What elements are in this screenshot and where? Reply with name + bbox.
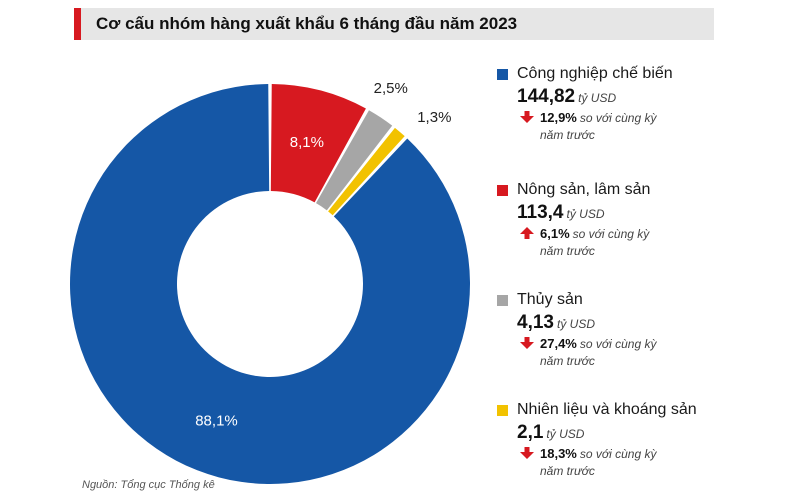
legend-name: Nhiên liệu và khoáng sản xyxy=(517,401,697,418)
legend-name: Thủy sản xyxy=(517,291,583,308)
legend-change: 27,4% xyxy=(540,336,577,351)
compare-text: so với cùng kỳ xyxy=(579,337,657,351)
slice-label-1: 88,1% xyxy=(195,412,238,429)
title-bar: Cơ cấu nhóm hàng xuất khẩu 6 tháng đầu n… xyxy=(74,8,714,40)
legend-swatch xyxy=(497,184,508,196)
arrow-down-icon xyxy=(519,110,535,124)
slice-label-2: 8,1% xyxy=(290,134,324,151)
donut-slice-2 xyxy=(270,84,366,203)
donut-slice-4 xyxy=(328,127,405,216)
title-accent-bar xyxy=(74,8,81,40)
compare-text-2: năm trước xyxy=(540,464,595,478)
arrow-down-icon xyxy=(519,446,535,460)
compare-text: so với cùng kỳ xyxy=(579,111,657,125)
compare-text: so với cùng kỳ xyxy=(572,227,650,241)
legend-unit: tỷ USD xyxy=(566,207,605,221)
legend-swatch xyxy=(497,68,508,80)
legend-item-nhien-lieu: Nhiên liệu và khoáng sản 2,1 tỷ USD 18,3%… xyxy=(497,400,797,480)
legend-unit: tỷ USD xyxy=(556,317,595,331)
compare-text-2: năm trước xyxy=(540,244,595,258)
legend-item-thuy-san: Thủy sản 4,13 tỷ USD 27,4% so với cùng kỳ … xyxy=(497,290,797,370)
arrow-down-icon xyxy=(519,336,535,350)
legend-swatch xyxy=(497,294,508,306)
source-note: Nguồn: Tổng cục Thống kê xyxy=(82,479,215,491)
donut-slice-3 xyxy=(316,110,393,211)
legend-item-nong-san: Nông sản, lâm sản 113,4 tỷ USD 6,1% so với… xyxy=(497,180,797,260)
slice-label-4: 1,3% xyxy=(417,109,451,126)
legend-unit: tỷ USD xyxy=(578,91,617,105)
slice-label-3: 2,5% xyxy=(374,80,408,97)
legend-value: 113,4 xyxy=(517,202,564,223)
legend-change: 6,1% xyxy=(540,226,570,241)
legend-swatch xyxy=(497,404,508,416)
arrow-up-icon xyxy=(519,226,535,240)
legend-value: 2,1 xyxy=(517,422,544,443)
legend-value: 144,82 xyxy=(517,86,576,107)
legend-value: 4,13 xyxy=(517,312,554,333)
legend-name: Nông sản, lâm sản xyxy=(517,181,651,198)
legend-change: 12,9% xyxy=(540,110,577,125)
donut-slice-1 xyxy=(69,84,471,485)
compare-text-2: năm trước xyxy=(540,354,595,368)
legend-change: 18,3% xyxy=(540,446,577,461)
legend-name: Công nghiệp chế biến xyxy=(517,65,673,82)
chart-title: Cơ cấu nhóm hàng xuất khẩu 6 tháng đầu n… xyxy=(96,14,518,33)
compare-text: so với cùng kỳ xyxy=(579,447,657,461)
legend-unit: tỷ USD xyxy=(546,427,585,441)
compare-text-2: năm trước xyxy=(540,128,595,142)
legend-item-cong-nghiep: Công nghiệp chế biến 144,82 tỷ USD 12,9% s… xyxy=(497,64,797,144)
